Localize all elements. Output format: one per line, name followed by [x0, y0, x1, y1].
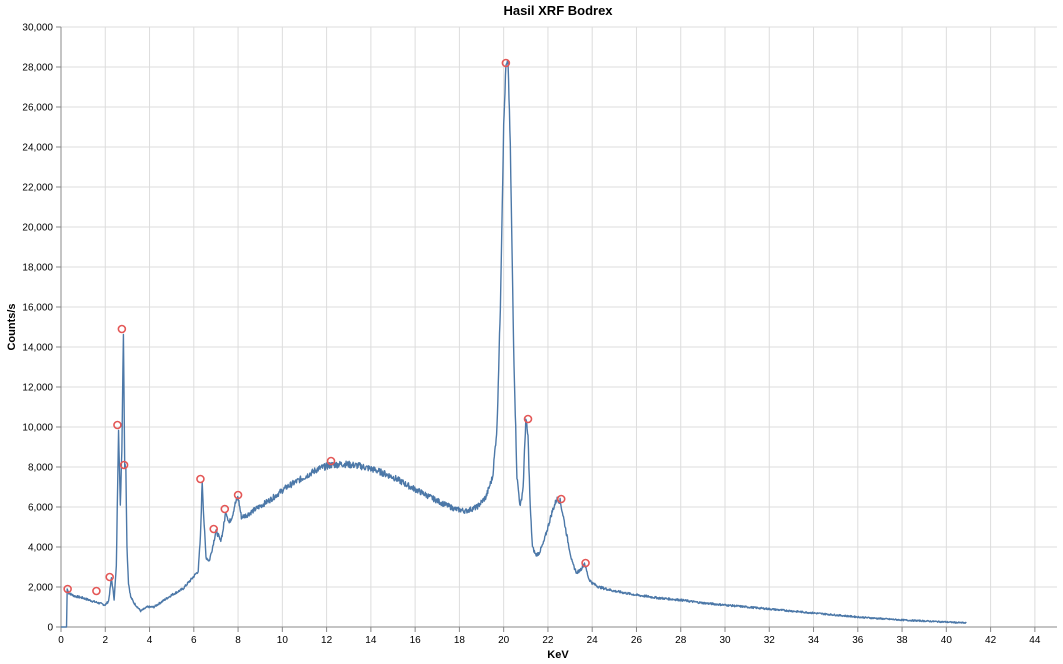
x-tick-label: 22 — [542, 635, 554, 646]
series-layer — [60, 59, 967, 628]
peak-marker[interactable] — [105, 572, 114, 582]
y-tick-label: 4,000 — [28, 543, 53, 554]
x-tick-label: 14 — [365, 635, 377, 646]
x-tick-label: 40 — [941, 635, 953, 646]
x-tick-label: 36 — [852, 635, 864, 646]
y-tick-label: 2,000 — [28, 583, 53, 594]
y-tick-label: 14,000 — [22, 343, 53, 354]
peak-markers — [63, 58, 590, 596]
x-tick-label: 18 — [454, 635, 466, 646]
x-tick-label: 38 — [897, 635, 909, 646]
x-tick-label: 16 — [410, 635, 422, 646]
x-tick-label: 42 — [985, 635, 997, 646]
x-tick-label: 44 — [1029, 635, 1041, 646]
x-tick-label: 0 — [58, 635, 64, 646]
peak-marker[interactable] — [581, 558, 590, 568]
peak-marker[interactable] — [326, 456, 336, 466]
y-axis-title: Counts/s — [6, 303, 18, 350]
x-axis-title: KeV — [547, 649, 569, 661]
y-tick-label: 30,000 — [22, 23, 53, 34]
x-tick-label: 6 — [191, 635, 197, 646]
chart-title: Hasil XRF Bodrex — [503, 3, 613, 18]
peak-marker[interactable] — [92, 586, 101, 596]
peak-marker[interactable] — [523, 414, 533, 424]
peak-marker[interactable] — [501, 58, 511, 68]
peak-marker[interactable] — [556, 494, 566, 504]
y-tick-label: 8,000 — [28, 463, 53, 474]
peak-marker[interactable] — [113, 420, 122, 430]
x-tick-label: 10 — [277, 635, 289, 646]
axes: 0 2 4 6 8 10 12 14 16 18 20 22 24 26 28 30 32 34 36 38 40 42 4… — [22, 23, 1057, 646]
peak-marker[interactable] — [117, 324, 127, 334]
x-tick-label: 28 — [675, 635, 687, 646]
x-tick-label: 4 — [147, 635, 153, 646]
y-tick-label: 12,000 — [22, 383, 53, 394]
peak-marker[interactable] — [196, 474, 205, 484]
peak-marker[interactable] — [119, 460, 129, 470]
peak-marker[interactable] — [233, 490, 243, 500]
y-tick-label: 0 — [47, 623, 53, 634]
grid — [60, 26, 1057, 628]
y-tick-label: 10,000 — [22, 423, 53, 434]
spectrum-line — [60, 59, 967, 628]
y-tick-label: 20,000 — [22, 223, 53, 234]
y-tick-label: 22,000 — [22, 183, 53, 194]
y-tick-label: 16,000 — [22, 303, 53, 314]
x-tick-label: 2 — [102, 635, 108, 646]
x-tick-label: 26 — [631, 635, 643, 646]
peak-marker[interactable] — [63, 584, 72, 594]
x-tick-label: 8 — [235, 635, 241, 646]
y-tick-label: 28,000 — [22, 63, 53, 74]
x-tick-label: 24 — [587, 635, 599, 646]
x-tick-label: 12 — [321, 635, 333, 646]
x-tick-label: 32 — [764, 635, 776, 646]
y-tick-label: 6,000 — [28, 503, 53, 514]
x-tick-label: 34 — [808, 635, 820, 646]
x-tick-label: 30 — [719, 635, 731, 646]
x-tick-label: 20 — [498, 635, 510, 646]
peak-marker[interactable] — [209, 524, 219, 534]
y-tick-label: 24,000 — [22, 143, 53, 154]
y-tick-label: 26,000 — [22, 103, 53, 114]
y-tick-label: 18,000 — [22, 263, 53, 274]
peak-marker[interactable] — [220, 504, 230, 514]
